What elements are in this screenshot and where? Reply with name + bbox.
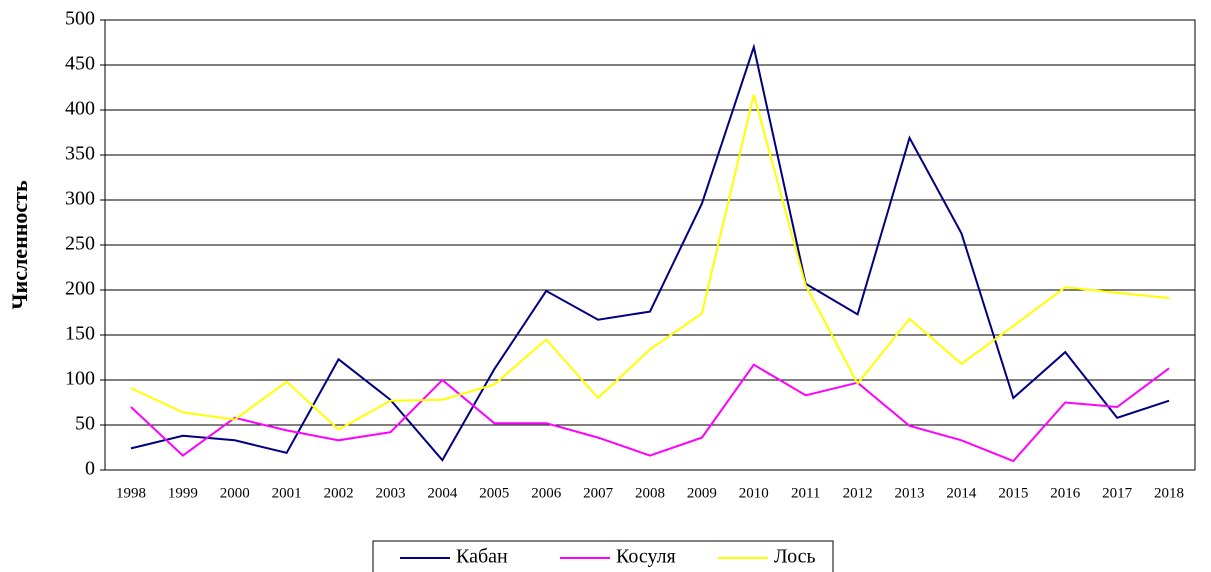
x-tick-label: 2012 [843, 485, 873, 501]
y-tick-label: 150 [65, 323, 95, 345]
x-tick-label: 1999 [168, 485, 198, 501]
y-tick-label: 300 [65, 188, 95, 210]
x-tick-label: 2017 [1102, 485, 1133, 501]
x-tick-label: 2014 [946, 485, 977, 501]
y-tick-label: 400 [65, 98, 95, 120]
series-line [130, 363, 1170, 463]
legend-label: Косуля [616, 546, 676, 568]
y-tick-label: 450 [65, 53, 95, 75]
x-tick-label: 2015 [998, 485, 1028, 501]
x-tick-label: 2007 [583, 485, 614, 501]
x-tick-label: 2016 [1050, 485, 1081, 501]
series-line [130, 43, 1170, 462]
x-tick-label: 2011 [791, 485, 820, 501]
x-tick-label: 2009 [687, 485, 717, 501]
x-tick-label: 2000 [220, 485, 250, 501]
plot-frame [104, 19, 1196, 471]
series-line [130, 94, 1170, 431]
y-tick-label: 500 [65, 8, 95, 30]
x-tick-label: 2018 [1154, 485, 1184, 501]
y-tick-label: 350 [65, 143, 95, 165]
y-tick-label: 250 [65, 233, 95, 255]
y-tick-label: 50 [75, 413, 95, 435]
legend-label: Лось [774, 546, 816, 568]
y-axis-title: Численность [7, 180, 32, 310]
x-tick-label: 2001 [272, 485, 302, 501]
x-tick-label: 2003 [375, 485, 405, 501]
y-tick-label: 0 [85, 458, 95, 480]
x-tick-label: 2006 [531, 485, 562, 501]
legend-label: Кабан [456, 546, 508, 568]
y-tick-label: 100 [65, 368, 95, 390]
x-tick-label: 2005 [479, 485, 509, 501]
x-tick-label: 2013 [895, 485, 925, 501]
x-tick-label: 2004 [427, 485, 458, 501]
y-tick-label: 200 [65, 278, 95, 300]
x-tick-label: 1998 [116, 485, 146, 501]
x-tick-label: 2010 [739, 485, 769, 501]
x-tick-label: 2008 [635, 485, 665, 501]
legend-box [372, 540, 834, 572]
x-tick-label: 2002 [324, 485, 354, 501]
